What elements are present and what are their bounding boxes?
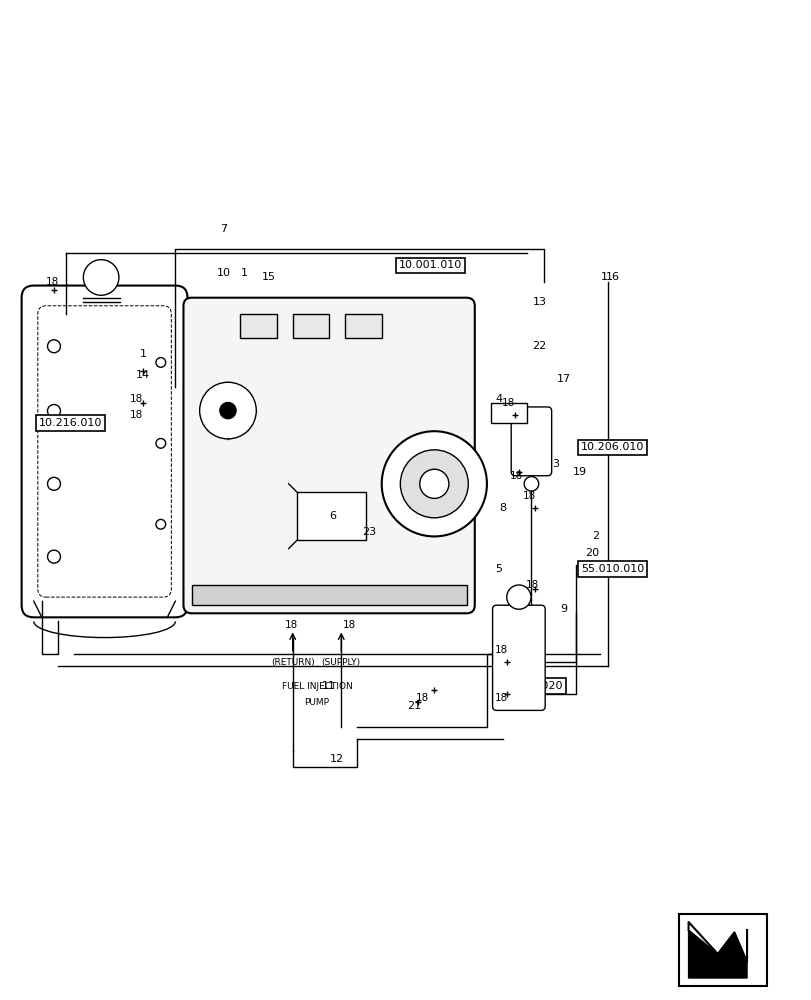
Circle shape [156, 358, 165, 367]
Circle shape [524, 477, 538, 491]
Text: 18: 18 [130, 394, 143, 404]
Text: (RETURN): (RETURN) [271, 658, 314, 667]
Text: 7: 7 [220, 224, 227, 234]
Circle shape [220, 402, 236, 419]
Text: 10.206.020: 10.206.020 [499, 681, 563, 691]
Text: 1: 1 [240, 268, 247, 278]
Text: 18: 18 [494, 645, 508, 655]
Circle shape [156, 519, 165, 529]
FancyBboxPatch shape [492, 605, 544, 710]
FancyBboxPatch shape [22, 286, 187, 617]
Circle shape [84, 260, 118, 295]
Text: 10.206.010: 10.206.010 [580, 442, 643, 452]
Bar [191, 585, 466, 605]
Text: 18: 18 [45, 277, 59, 287]
Text: 18: 18 [415, 693, 428, 703]
Circle shape [48, 550, 60, 563]
Circle shape [48, 477, 60, 490]
Text: 10: 10 [217, 268, 230, 278]
Text: 10.001.010: 10.001.010 [398, 260, 461, 270]
Bar [345, 314, 381, 338]
FancyBboxPatch shape [511, 407, 551, 476]
Circle shape [48, 405, 60, 417]
Text: 16: 16 [605, 272, 619, 282]
Text: 18: 18 [508, 471, 522, 481]
FancyBboxPatch shape [38, 306, 171, 597]
Text: 18: 18 [522, 491, 536, 501]
Polygon shape [688, 930, 746, 978]
Circle shape [48, 340, 60, 353]
Text: 2: 2 [592, 531, 599, 541]
Circle shape [381, 431, 487, 536]
Text: 1: 1 [139, 349, 146, 359]
Text: 19: 19 [573, 467, 586, 477]
Text: 18: 18 [525, 580, 539, 590]
Text: 18: 18 [130, 410, 143, 420]
Circle shape [156, 438, 165, 448]
Text: 8: 8 [499, 503, 506, 513]
Text: FUEL INJECTION: FUEL INJECTION [281, 682, 352, 691]
Text: 5: 5 [495, 564, 502, 574]
Text: 55.010.010: 55.010.010 [580, 564, 643, 574]
Circle shape [419, 469, 448, 498]
Text: 6: 6 [329, 511, 337, 521]
Text: 18: 18 [342, 620, 355, 630]
Text: 18: 18 [501, 398, 515, 408]
Text: 23: 23 [362, 527, 376, 537]
Text: 10.216.010: 10.216.010 [38, 418, 101, 428]
Text: 1: 1 [600, 272, 607, 282]
Text: 13: 13 [532, 297, 546, 307]
Bar [292, 314, 328, 338]
Text: (SUPPLY): (SUPPLY) [321, 658, 360, 667]
Text: 14: 14 [135, 370, 150, 380]
Bar [296, 492, 365, 540]
Text: 22: 22 [532, 341, 546, 351]
Text: 17: 17 [556, 374, 570, 384]
Bar [491, 403, 526, 423]
Text: 12: 12 [330, 754, 344, 764]
Text: 3: 3 [551, 459, 559, 469]
Text: 21: 21 [406, 701, 421, 711]
Circle shape [200, 382, 256, 439]
Text: 11: 11 [322, 681, 336, 691]
Text: 18: 18 [494, 693, 508, 703]
Text: PUMP: PUMP [304, 698, 329, 707]
Text: 15: 15 [261, 272, 275, 282]
Text: 20: 20 [585, 548, 599, 558]
Circle shape [506, 585, 530, 609]
Text: 18: 18 [284, 620, 298, 630]
Bar [240, 314, 277, 338]
Circle shape [400, 450, 468, 518]
Text: 9: 9 [560, 604, 567, 614]
FancyBboxPatch shape [183, 298, 474, 613]
Text: 4: 4 [495, 394, 502, 404]
